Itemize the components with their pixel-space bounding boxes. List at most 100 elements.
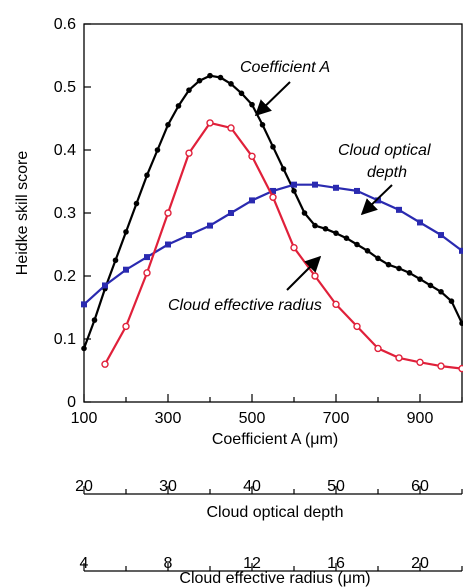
x-tick-label: 60 xyxy=(411,478,429,495)
data-point xyxy=(437,362,445,370)
secondary-axes: 20 30 40 50 60 Cloud optical depth 4 8 12 16 20 Clo… xyxy=(75,478,463,587)
data-point xyxy=(311,272,319,280)
data-point xyxy=(81,301,87,308)
data-point xyxy=(248,152,256,161)
data-point xyxy=(122,322,130,331)
data-point xyxy=(459,320,463,327)
x-tick-label: 100 xyxy=(71,410,98,427)
data-point xyxy=(91,317,98,323)
x-tick-label: 500 xyxy=(239,410,266,427)
data-point xyxy=(143,269,151,277)
series-cloud-optical-depth xyxy=(81,181,463,308)
x-tick-label: 20 xyxy=(411,555,429,572)
series-coefficient-a xyxy=(81,72,463,352)
annotation-cloud-effective-radius: Cloud effective radius xyxy=(168,297,322,314)
data-point xyxy=(249,101,255,108)
series-layer xyxy=(81,72,463,373)
data-point xyxy=(406,270,413,276)
y-axis: 0 0.1 0.2 0.3 0.4 0.5 0.6 xyxy=(54,16,91,411)
data-point xyxy=(353,322,361,331)
data-point xyxy=(374,344,382,353)
data-point xyxy=(165,122,171,128)
data-point xyxy=(438,288,444,295)
data-point xyxy=(165,241,171,248)
data-point xyxy=(333,230,339,236)
y-tick-label: 0.2 xyxy=(54,268,76,285)
y-tick-label: 0.6 xyxy=(54,16,76,33)
x-axis-cloud-optical-depth: 20 30 40 50 60 Cloud optical depth xyxy=(75,478,463,521)
data-point xyxy=(102,282,108,289)
x-tick-label: 16 xyxy=(327,555,345,572)
data-point xyxy=(332,300,340,309)
x-axis-title: Cloud optical depth xyxy=(207,504,344,521)
x-tick-label: 700 xyxy=(323,410,350,427)
x-tick-label: 20 xyxy=(75,478,93,495)
y-axis-title: Heidke skill score xyxy=(14,151,31,276)
data-point xyxy=(291,181,297,188)
data-point xyxy=(133,200,140,207)
data-point xyxy=(438,232,444,239)
data-point xyxy=(101,360,109,368)
data-point xyxy=(396,265,402,272)
data-point xyxy=(144,172,150,178)
y-tick-label: 0.3 xyxy=(54,205,76,222)
y-tick-label: 0 xyxy=(67,394,76,411)
x-tick-label: 8 xyxy=(164,555,173,572)
annotation-cloud-optical-depth-line1: Cloud optical xyxy=(338,142,431,159)
data-point xyxy=(395,354,403,362)
data-point xyxy=(417,219,423,226)
data-point xyxy=(186,232,192,239)
x-tick-label: 900 xyxy=(407,410,434,427)
data-point xyxy=(280,166,287,172)
y-tick-label: 0.4 xyxy=(54,142,76,159)
data-point xyxy=(343,235,350,241)
x-tick-label: 30 xyxy=(159,478,177,495)
data-point xyxy=(123,229,129,235)
data-point xyxy=(312,222,318,229)
series-cloud-effective-radius xyxy=(101,119,463,373)
data-point xyxy=(238,90,245,97)
data-point xyxy=(207,72,213,79)
y-tick-label: 0.5 xyxy=(54,79,76,96)
x-axis-title: Cloud effective radius (μm) xyxy=(179,570,370,587)
data-point xyxy=(375,197,381,204)
x-tick-label: 4 xyxy=(80,555,89,572)
data-point xyxy=(186,87,192,93)
data-point xyxy=(227,124,235,132)
data-point xyxy=(375,255,381,262)
data-point xyxy=(416,358,424,367)
data-point xyxy=(364,248,371,254)
data-point xyxy=(290,243,298,252)
data-point xyxy=(269,193,277,201)
series-line xyxy=(104,121,463,370)
annotation-arrow-cloud-optical-depth xyxy=(360,184,393,216)
x-axis-coefficient-a: 100 300 500 700 900 Coefficient A (μm) xyxy=(71,394,463,448)
data-point xyxy=(417,276,423,282)
x-tick-label: 12 xyxy=(243,555,261,572)
annotation-arrow-coefficient-a xyxy=(254,81,291,117)
data-point xyxy=(175,103,182,109)
data-point xyxy=(217,74,224,81)
data-point xyxy=(312,181,318,188)
data-point xyxy=(185,149,193,157)
data-point xyxy=(196,77,203,84)
x-tick-label: 40 xyxy=(243,478,261,495)
data-point xyxy=(206,119,214,127)
data-point xyxy=(396,206,402,213)
data-point xyxy=(354,241,360,248)
data-point xyxy=(207,222,213,229)
x-axis-cloud-effective-radius: 4 8 12 16 20 Cloud effective radius (μm) xyxy=(80,555,463,587)
data-point xyxy=(333,184,339,191)
data-point xyxy=(270,144,276,150)
annotation-arrow-cloud-effective-radius xyxy=(286,255,322,291)
data-point xyxy=(301,210,308,216)
data-point xyxy=(249,197,255,204)
data-point xyxy=(385,261,392,268)
annotation-cloud-optical-depth-line2: depth xyxy=(367,164,407,181)
data-point xyxy=(459,247,463,254)
data-point xyxy=(354,187,360,194)
y-tick-label: 0.1 xyxy=(54,331,76,348)
data-point xyxy=(427,282,434,289)
x-axis-title: Coefficient A (μm) xyxy=(212,431,338,448)
